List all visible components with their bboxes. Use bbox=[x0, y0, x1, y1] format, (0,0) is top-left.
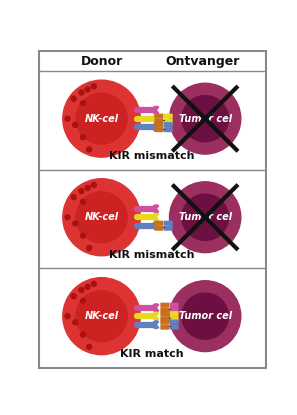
FancyBboxPatch shape bbox=[170, 311, 179, 316]
Circle shape bbox=[87, 246, 92, 251]
FancyBboxPatch shape bbox=[160, 325, 169, 330]
Circle shape bbox=[73, 221, 78, 226]
Circle shape bbox=[63, 80, 140, 157]
FancyBboxPatch shape bbox=[164, 114, 173, 119]
Text: KIR match: KIR match bbox=[120, 349, 184, 359]
Circle shape bbox=[76, 291, 127, 342]
FancyBboxPatch shape bbox=[160, 316, 169, 321]
FancyBboxPatch shape bbox=[154, 122, 163, 127]
FancyBboxPatch shape bbox=[170, 308, 179, 313]
Circle shape bbox=[170, 182, 241, 253]
Circle shape bbox=[73, 122, 78, 127]
Circle shape bbox=[79, 90, 84, 95]
FancyBboxPatch shape bbox=[164, 127, 173, 132]
Text: Donor: Donor bbox=[80, 55, 123, 68]
Circle shape bbox=[182, 95, 228, 142]
FancyBboxPatch shape bbox=[160, 308, 169, 313]
FancyBboxPatch shape bbox=[164, 119, 173, 124]
Wedge shape bbox=[152, 123, 159, 131]
Wedge shape bbox=[152, 312, 159, 320]
Text: NK-cel: NK-cel bbox=[85, 212, 119, 222]
FancyBboxPatch shape bbox=[164, 122, 173, 127]
FancyBboxPatch shape bbox=[154, 221, 163, 226]
Circle shape bbox=[87, 147, 92, 152]
Circle shape bbox=[91, 183, 96, 187]
Circle shape bbox=[87, 344, 92, 349]
FancyBboxPatch shape bbox=[164, 226, 173, 231]
Circle shape bbox=[170, 83, 241, 154]
Circle shape bbox=[80, 332, 86, 337]
Circle shape bbox=[91, 84, 96, 89]
Wedge shape bbox=[152, 213, 159, 221]
Text: KIR mismatch: KIR mismatch bbox=[110, 151, 195, 161]
Circle shape bbox=[65, 215, 70, 220]
Text: NK-cel: NK-cel bbox=[85, 114, 119, 124]
Circle shape bbox=[182, 293, 228, 339]
Circle shape bbox=[80, 199, 86, 204]
FancyBboxPatch shape bbox=[170, 303, 179, 308]
Circle shape bbox=[85, 186, 90, 190]
Circle shape bbox=[65, 116, 70, 121]
Circle shape bbox=[76, 93, 127, 144]
FancyBboxPatch shape bbox=[170, 320, 179, 325]
FancyBboxPatch shape bbox=[154, 114, 163, 119]
Wedge shape bbox=[152, 205, 159, 212]
Circle shape bbox=[63, 179, 140, 256]
FancyBboxPatch shape bbox=[164, 221, 173, 226]
Circle shape bbox=[65, 314, 70, 319]
Text: KIR mismatch: KIR mismatch bbox=[110, 250, 195, 260]
Circle shape bbox=[79, 288, 84, 293]
Circle shape bbox=[91, 281, 96, 286]
Circle shape bbox=[85, 87, 90, 92]
Wedge shape bbox=[152, 321, 159, 329]
FancyBboxPatch shape bbox=[160, 320, 169, 325]
FancyBboxPatch shape bbox=[160, 311, 169, 316]
FancyBboxPatch shape bbox=[154, 127, 163, 132]
Text: Tumor cel: Tumor cel bbox=[178, 212, 232, 222]
FancyBboxPatch shape bbox=[160, 303, 169, 308]
Circle shape bbox=[80, 135, 86, 139]
Wedge shape bbox=[152, 304, 159, 312]
Circle shape bbox=[71, 96, 76, 101]
Wedge shape bbox=[152, 222, 159, 229]
Circle shape bbox=[73, 320, 78, 325]
Circle shape bbox=[80, 298, 86, 303]
Circle shape bbox=[80, 101, 86, 106]
Circle shape bbox=[170, 281, 241, 352]
Text: Ontvanger: Ontvanger bbox=[166, 55, 240, 68]
Text: Tumor cel: Tumor cel bbox=[178, 114, 232, 124]
Circle shape bbox=[85, 284, 90, 289]
Circle shape bbox=[80, 233, 86, 238]
Circle shape bbox=[71, 294, 76, 299]
Circle shape bbox=[182, 194, 228, 240]
FancyBboxPatch shape bbox=[170, 316, 179, 321]
Text: Tumor cel: Tumor cel bbox=[178, 311, 232, 321]
Circle shape bbox=[76, 192, 127, 243]
Text: NK-cel: NK-cel bbox=[85, 311, 119, 321]
FancyBboxPatch shape bbox=[154, 226, 163, 231]
Circle shape bbox=[71, 195, 76, 200]
Wedge shape bbox=[152, 115, 159, 122]
Circle shape bbox=[79, 188, 84, 193]
Wedge shape bbox=[152, 106, 159, 114]
FancyBboxPatch shape bbox=[154, 119, 163, 124]
FancyBboxPatch shape bbox=[170, 325, 179, 330]
Circle shape bbox=[63, 278, 140, 355]
